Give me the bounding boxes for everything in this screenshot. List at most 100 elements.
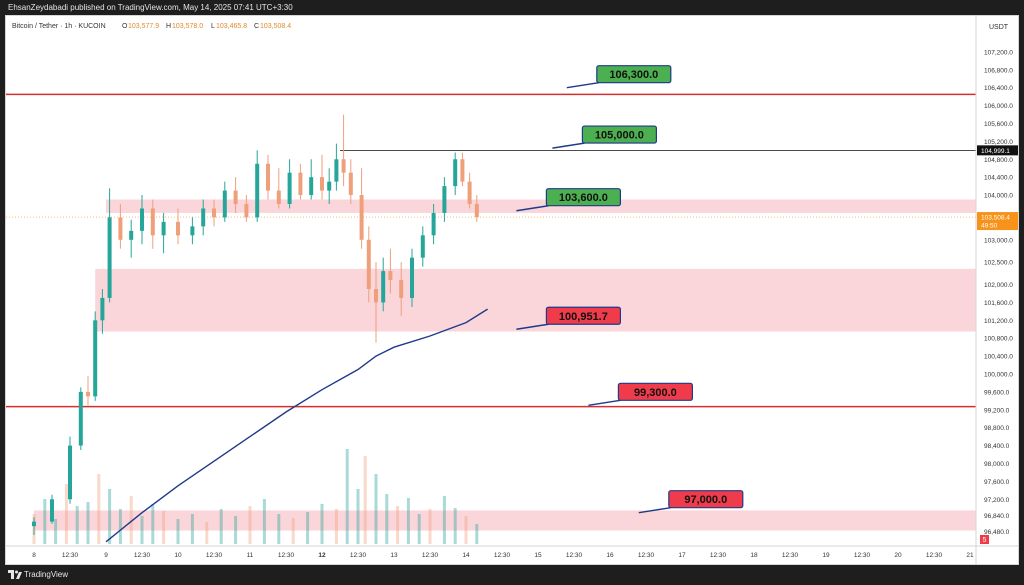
- candle-body: [453, 159, 458, 187]
- candle-body: [118, 217, 123, 240]
- price-chart[interactable]: 106,300.0 105,000.0 103,600.0 100,951.7 99,3…: [6, 16, 1018, 564]
- time-tick-label: 12:30: [710, 552, 727, 559]
- candle-body: [460, 159, 465, 182]
- candle-body: [161, 221, 166, 236]
- candle-body: [399, 280, 404, 298]
- legend-low-value: 103,465.8: [216, 23, 247, 30]
- volume-bar: [97, 474, 101, 544]
- annotation-pointer: [588, 399, 621, 407]
- volume-bar: [43, 499, 47, 544]
- price-tick-label: 101,600.0: [984, 300, 1013, 307]
- candle-body: [93, 320, 98, 397]
- price-tick-label: 96,840.0: [984, 513, 1010, 520]
- candle-body: [100, 297, 105, 321]
- candle-body: [474, 204, 479, 218]
- volume-bar: [356, 489, 360, 544]
- price-label-box[interactable]: [581, 125, 658, 144]
- time-tick-label: 12:30: [422, 552, 439, 559]
- time-tick-label: 16: [606, 552, 614, 559]
- time-tick-label: 12:30: [854, 552, 871, 559]
- time-axis[interactable]: 8 12:30 9 12:30 10 12:30 11 12:30 12 12:30 13 12:30…: [32, 552, 974, 559]
- price-tick-label: 101,200.0: [984, 318, 1013, 325]
- annotations-layer[interactable]: 106,300.0 105,000.0 103,600.0 100,951.7 99,3…: [516, 65, 744, 514]
- publish-line: EhsanZeydabadi published on TradingView.…: [8, 3, 293, 12]
- time-tick-label: 10: [174, 552, 182, 559]
- volume-bar: [140, 516, 144, 544]
- current-price-tag-text: 103,508.4: [981, 215, 1010, 222]
- candle-body: [78, 391, 83, 446]
- ma-layer: [105, 308, 488, 543]
- volume-bar: [374, 474, 378, 544]
- price-label-box[interactable]: [617, 382, 694, 401]
- time-tick-label: 12:30: [926, 552, 943, 559]
- volume-bar: [428, 509, 432, 544]
- price-label-box[interactable]: [545, 188, 622, 207]
- volume-bar: [205, 522, 209, 544]
- time-tick-label: 11: [247, 552, 254, 559]
- candle-body: [334, 159, 339, 182]
- volume-bar: [334, 509, 338, 544]
- footer-bar: TradingView: [0, 565, 1024, 585]
- corner-badge-text: 5: [983, 537, 987, 544]
- price-label-text[interactable]: 103,600.0: [559, 192, 608, 204]
- candle-body: [420, 235, 425, 258]
- volume-bar: [176, 519, 180, 544]
- legend-close-label: C: [254, 23, 259, 30]
- volume-bar: [417, 514, 421, 544]
- price-label-text[interactable]: 99,300.0: [634, 387, 677, 399]
- symbol-legend: Bitcoin / Tether · 1h · KUCOIN O 103,577…: [12, 23, 291, 30]
- candle-body: [381, 271, 386, 303]
- price-tick-label: 104,800.0: [984, 157, 1013, 164]
- candle-body: [287, 172, 292, 204]
- price-label-text[interactable]: 100,951.7: [559, 311, 608, 323]
- price-label-text[interactable]: 97,000.0: [684, 494, 727, 506]
- price-label-box[interactable]: [545, 306, 622, 325]
- price-label-text[interactable]: 106,300.0: [609, 69, 658, 81]
- volume-bar: [306, 512, 310, 544]
- moving-average-line: [105, 308, 488, 543]
- candle-body: [431, 212, 436, 236]
- time-tick-label: 14: [462, 552, 470, 559]
- volume-bar: [64, 484, 68, 544]
- volume-bar: [475, 524, 479, 544]
- candle-body: [255, 163, 260, 218]
- price-tick-label: 107,200.0: [984, 49, 1013, 56]
- high-level-tag-text: 104,999.1: [981, 148, 1010, 155]
- chart-frame[interactable]: 106,300.0 105,000.0 103,600.0 100,951.7 99,3…: [5, 15, 1019, 565]
- volume-bar: [108, 489, 112, 544]
- price-tick-label: 106,400.0: [984, 85, 1013, 92]
- price-label-box[interactable]: [668, 490, 744, 509]
- price-label-box[interactable]: [596, 65, 672, 84]
- price-tick-label: 102,500.0: [984, 260, 1013, 267]
- price-tick-label: 97,600.0: [984, 479, 1010, 486]
- price-tick-label: 105,200.0: [984, 139, 1013, 146]
- price-tick-label: 99,200.0: [984, 407, 1010, 414]
- candle-body: [374, 289, 378, 303]
- time-tick-label: 12:30: [134, 552, 151, 559]
- support-zone-2: [34, 510, 976, 531]
- volume-bar: [291, 518, 295, 544]
- price-tick-label: 104,000.0: [984, 193, 1013, 200]
- candle-body: [86, 391, 90, 397]
- volume-bar: [54, 519, 58, 544]
- candle-body: [327, 181, 332, 191]
- price-tick-label: 96,480.0: [984, 529, 1010, 536]
- price-axis[interactable]: 107,200.0 106,800.0 106,400.0 106,000.0 105,…: [977, 49, 1018, 544]
- candle-body: [410, 257, 414, 298]
- time-tick-label: 12:30: [62, 552, 79, 559]
- legend-open-value: 103,577.9: [128, 23, 159, 30]
- candle-body: [359, 195, 364, 240]
- price-label-text[interactable]: 105,000.0: [595, 130, 644, 142]
- volume-bar: [75, 506, 79, 544]
- tradingview-logo-icon: [8, 570, 22, 579]
- corner-badge: [980, 535, 989, 544]
- candle-body: [388, 271, 393, 281]
- annotation-pointer: [516, 204, 549, 212]
- time-tick-label: 9: [104, 552, 108, 559]
- price-tick-label: 102,000.0: [984, 282, 1013, 289]
- candle-body: [140, 208, 144, 231]
- time-tick-label: 12: [318, 552, 326, 559]
- time-tick-label: 17: [678, 552, 686, 559]
- price-tick-label: 100,400.0: [984, 354, 1013, 361]
- candle-body: [341, 159, 346, 173]
